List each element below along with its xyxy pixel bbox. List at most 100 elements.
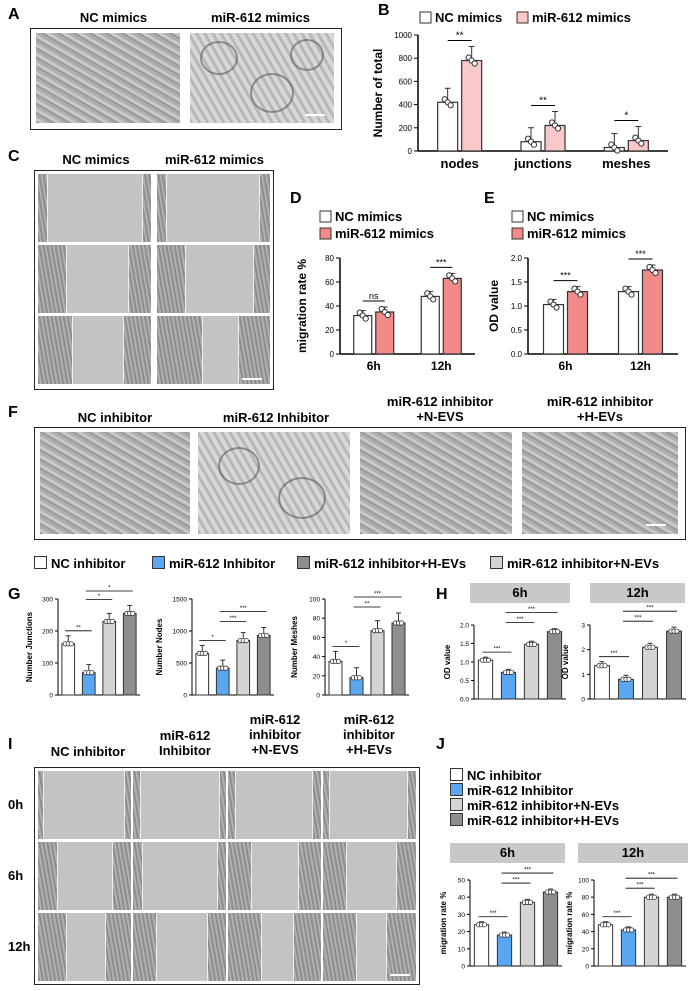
scratch-i-r2-c1 [133,913,226,981]
micrograph-f-2 [360,432,512,534]
D-ylabel: migration rate % [295,259,309,353]
D-category-label: 12h [431,359,452,373]
D-legend-swatch [319,227,332,240]
scratch-i-r0-c3 [323,771,416,839]
D-bar [353,314,373,355]
E-legend-label: NC mimics [527,209,594,224]
B-dot [471,60,478,67]
H2-ytick-label: 0 [581,697,585,704]
E-category-label: 12h [630,359,651,373]
scratch-i-r1-c3 [323,842,416,910]
panel-label-g: G [8,586,21,603]
B-category-label: junctions [513,156,572,171]
panel-a-frame [30,28,342,130]
G2-bar [195,652,210,696]
H1-bar [500,671,517,700]
scratch-i-r2-c3 [323,913,416,981]
B-dot [530,141,538,148]
G3-bar [370,630,385,696]
row-label-i-0h: 0h [8,797,24,812]
E-ytick-label: 0.5 [511,326,523,335]
D-category-label: 6h [367,359,381,373]
micrograph-a-nc [36,33,180,123]
E-bar [542,303,565,355]
G3-sig-label: *** [374,592,382,598]
B-ytick-label: 600 [399,77,413,86]
J2-bar [643,896,660,967]
B-ytick-label: 0 [408,147,413,156]
G1-ytick-label: 200 [42,629,53,636]
H1-ytick-label: 1.0 [460,660,469,667]
G1-ytick-label: 300 [42,597,53,604]
J2-ytick-label: 20 [582,946,590,953]
J2-dot [674,894,681,900]
B-sig-label: ** [456,31,464,42]
G2-ytick-label: 0 [183,693,187,700]
micrograph-f-0 [40,432,190,534]
D-dot [384,311,391,319]
G1-bar [122,612,137,696]
J1-dot [527,899,534,905]
legend-fg-1: miR-612 Inhibitor [152,556,275,571]
j-6h-bar: 6h [450,843,565,863]
G3-ytick-label: 80 [313,616,321,623]
J1-ytick-label: 20 [458,929,466,936]
legend-j-1: miR-612 Inhibitor [450,783,573,798]
panel-label-f: F [8,404,18,421]
chart-e: 0.0 0.5 1.0 1.5 2.0 OD value 6h *** 12h *** NC mim… [487,209,678,373]
H1-ytick-label: 2.0 [460,623,469,630]
G2-sig-label: * [211,635,214,641]
G1-bar [81,672,96,696]
G3-dot [398,620,405,626]
D-ytick-label: 0 [330,350,335,359]
J1-ytick-label: 30 [458,912,466,919]
H1-bar [477,659,494,700]
header-a-mimic: miR-612 mimics [211,10,310,25]
panel-label-a: A [8,6,20,23]
B-ytick-label: 800 [399,54,413,63]
H1-dot [531,641,538,647]
B-bar [461,59,483,152]
H2-sig-label: *** [646,606,654,612]
J2-sig-label: *** [648,873,656,879]
D-dot [452,278,459,285]
D-dot [362,315,369,322]
h-6h-bar: 6h [470,583,570,603]
scale-bar-c [242,378,262,380]
G1-sig-label: ** [76,625,81,631]
panel-label-d: D [290,190,302,207]
scratch-i-r2-c0 [38,913,131,981]
header-f-1: miR-612 Inhibitor [222,410,330,425]
G1-bar [102,620,117,696]
J1-sig-label: *** [489,911,497,917]
G3-ytick-label: 60 [313,635,321,642]
E-sig-label: *** [560,271,571,281]
G3-ytick-label: 20 [313,673,321,680]
h-12h-bar: 12h [590,583,685,603]
H2-ytick-label: 3 [581,623,585,630]
D-dot [430,296,437,303]
J1-bar [496,934,513,967]
chart-h2: 0 1 2 3 OD value *** *** *** [561,606,686,704]
header-i-0: NC inhibitor [50,744,126,759]
G1-dot [89,670,95,676]
J1-ytick-label: 40 [458,895,466,902]
D-bar [442,277,462,355]
J2-bar [666,896,683,967]
scale-bar-a [305,114,325,116]
header-a-nc: NC mimics [79,10,148,25]
G3-bar [391,622,406,696]
J1-dot [481,922,488,928]
J1-sig-label: *** [524,868,532,874]
J1-sig-label: *** [512,878,520,884]
J1-ytick-label: 0 [461,964,465,971]
E-bar [641,269,664,355]
E-dot [652,269,659,277]
chart-b: 0 200 400 600 800 1000 Number of total nodes ** j… [371,10,668,171]
H2-ylabel: OD value [561,644,570,679]
micrograph-a-mimic [190,33,334,123]
panel-label-h: H [436,586,448,603]
legend-fg-2: miR-612 inhibitor+H-EVs [297,556,466,571]
